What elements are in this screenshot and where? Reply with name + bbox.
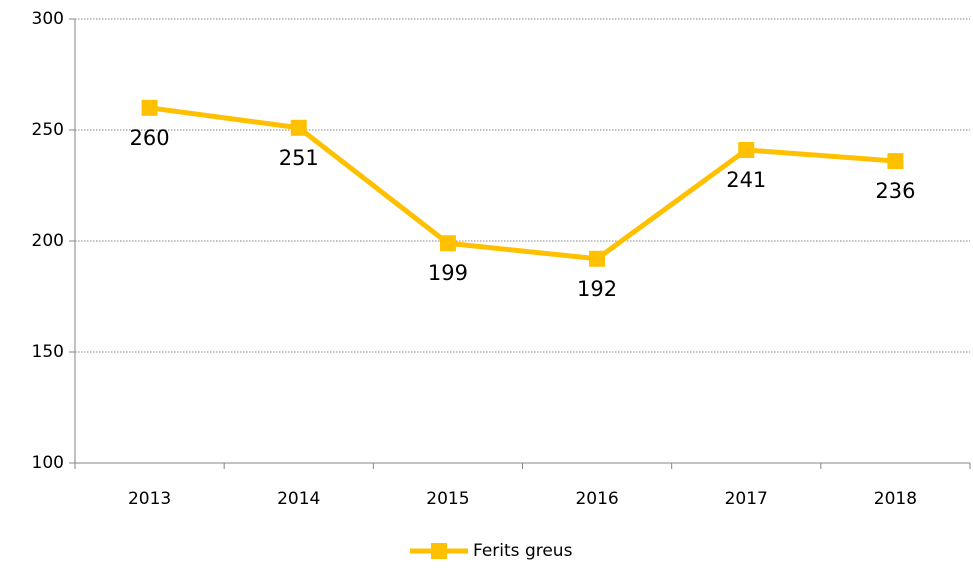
y-tick-label: 100 xyxy=(32,453,64,473)
marker xyxy=(589,250,606,267)
series-line xyxy=(149,105,896,262)
data-label: 251 xyxy=(279,146,319,170)
x-tick-label: 2017 xyxy=(725,489,768,509)
marker xyxy=(439,235,456,252)
data-label: 260 xyxy=(130,126,170,150)
data-label: 192 xyxy=(577,277,617,301)
x-tick-label: 2013 xyxy=(128,489,171,509)
y-tick-label: 250 xyxy=(32,120,64,140)
x-tick-label: 2015 xyxy=(426,489,469,509)
marker xyxy=(738,141,755,158)
data-label: 241 xyxy=(726,168,766,192)
y-tick-label: 300 xyxy=(32,9,64,29)
y-tick-label: 200 xyxy=(32,231,64,251)
x-tick-label: 2014 xyxy=(277,489,320,509)
legend-label: Ferits greus xyxy=(473,541,573,561)
y-tick-label: 150 xyxy=(32,342,64,362)
x-tick-label: 2016 xyxy=(575,489,618,509)
data-label: 236 xyxy=(875,179,915,203)
marker xyxy=(141,99,158,116)
marker xyxy=(887,153,904,170)
x-tick-label: 2018 xyxy=(874,489,917,509)
legend-marker xyxy=(431,543,447,559)
marker xyxy=(290,119,307,136)
data-label: 199 xyxy=(428,261,468,285)
